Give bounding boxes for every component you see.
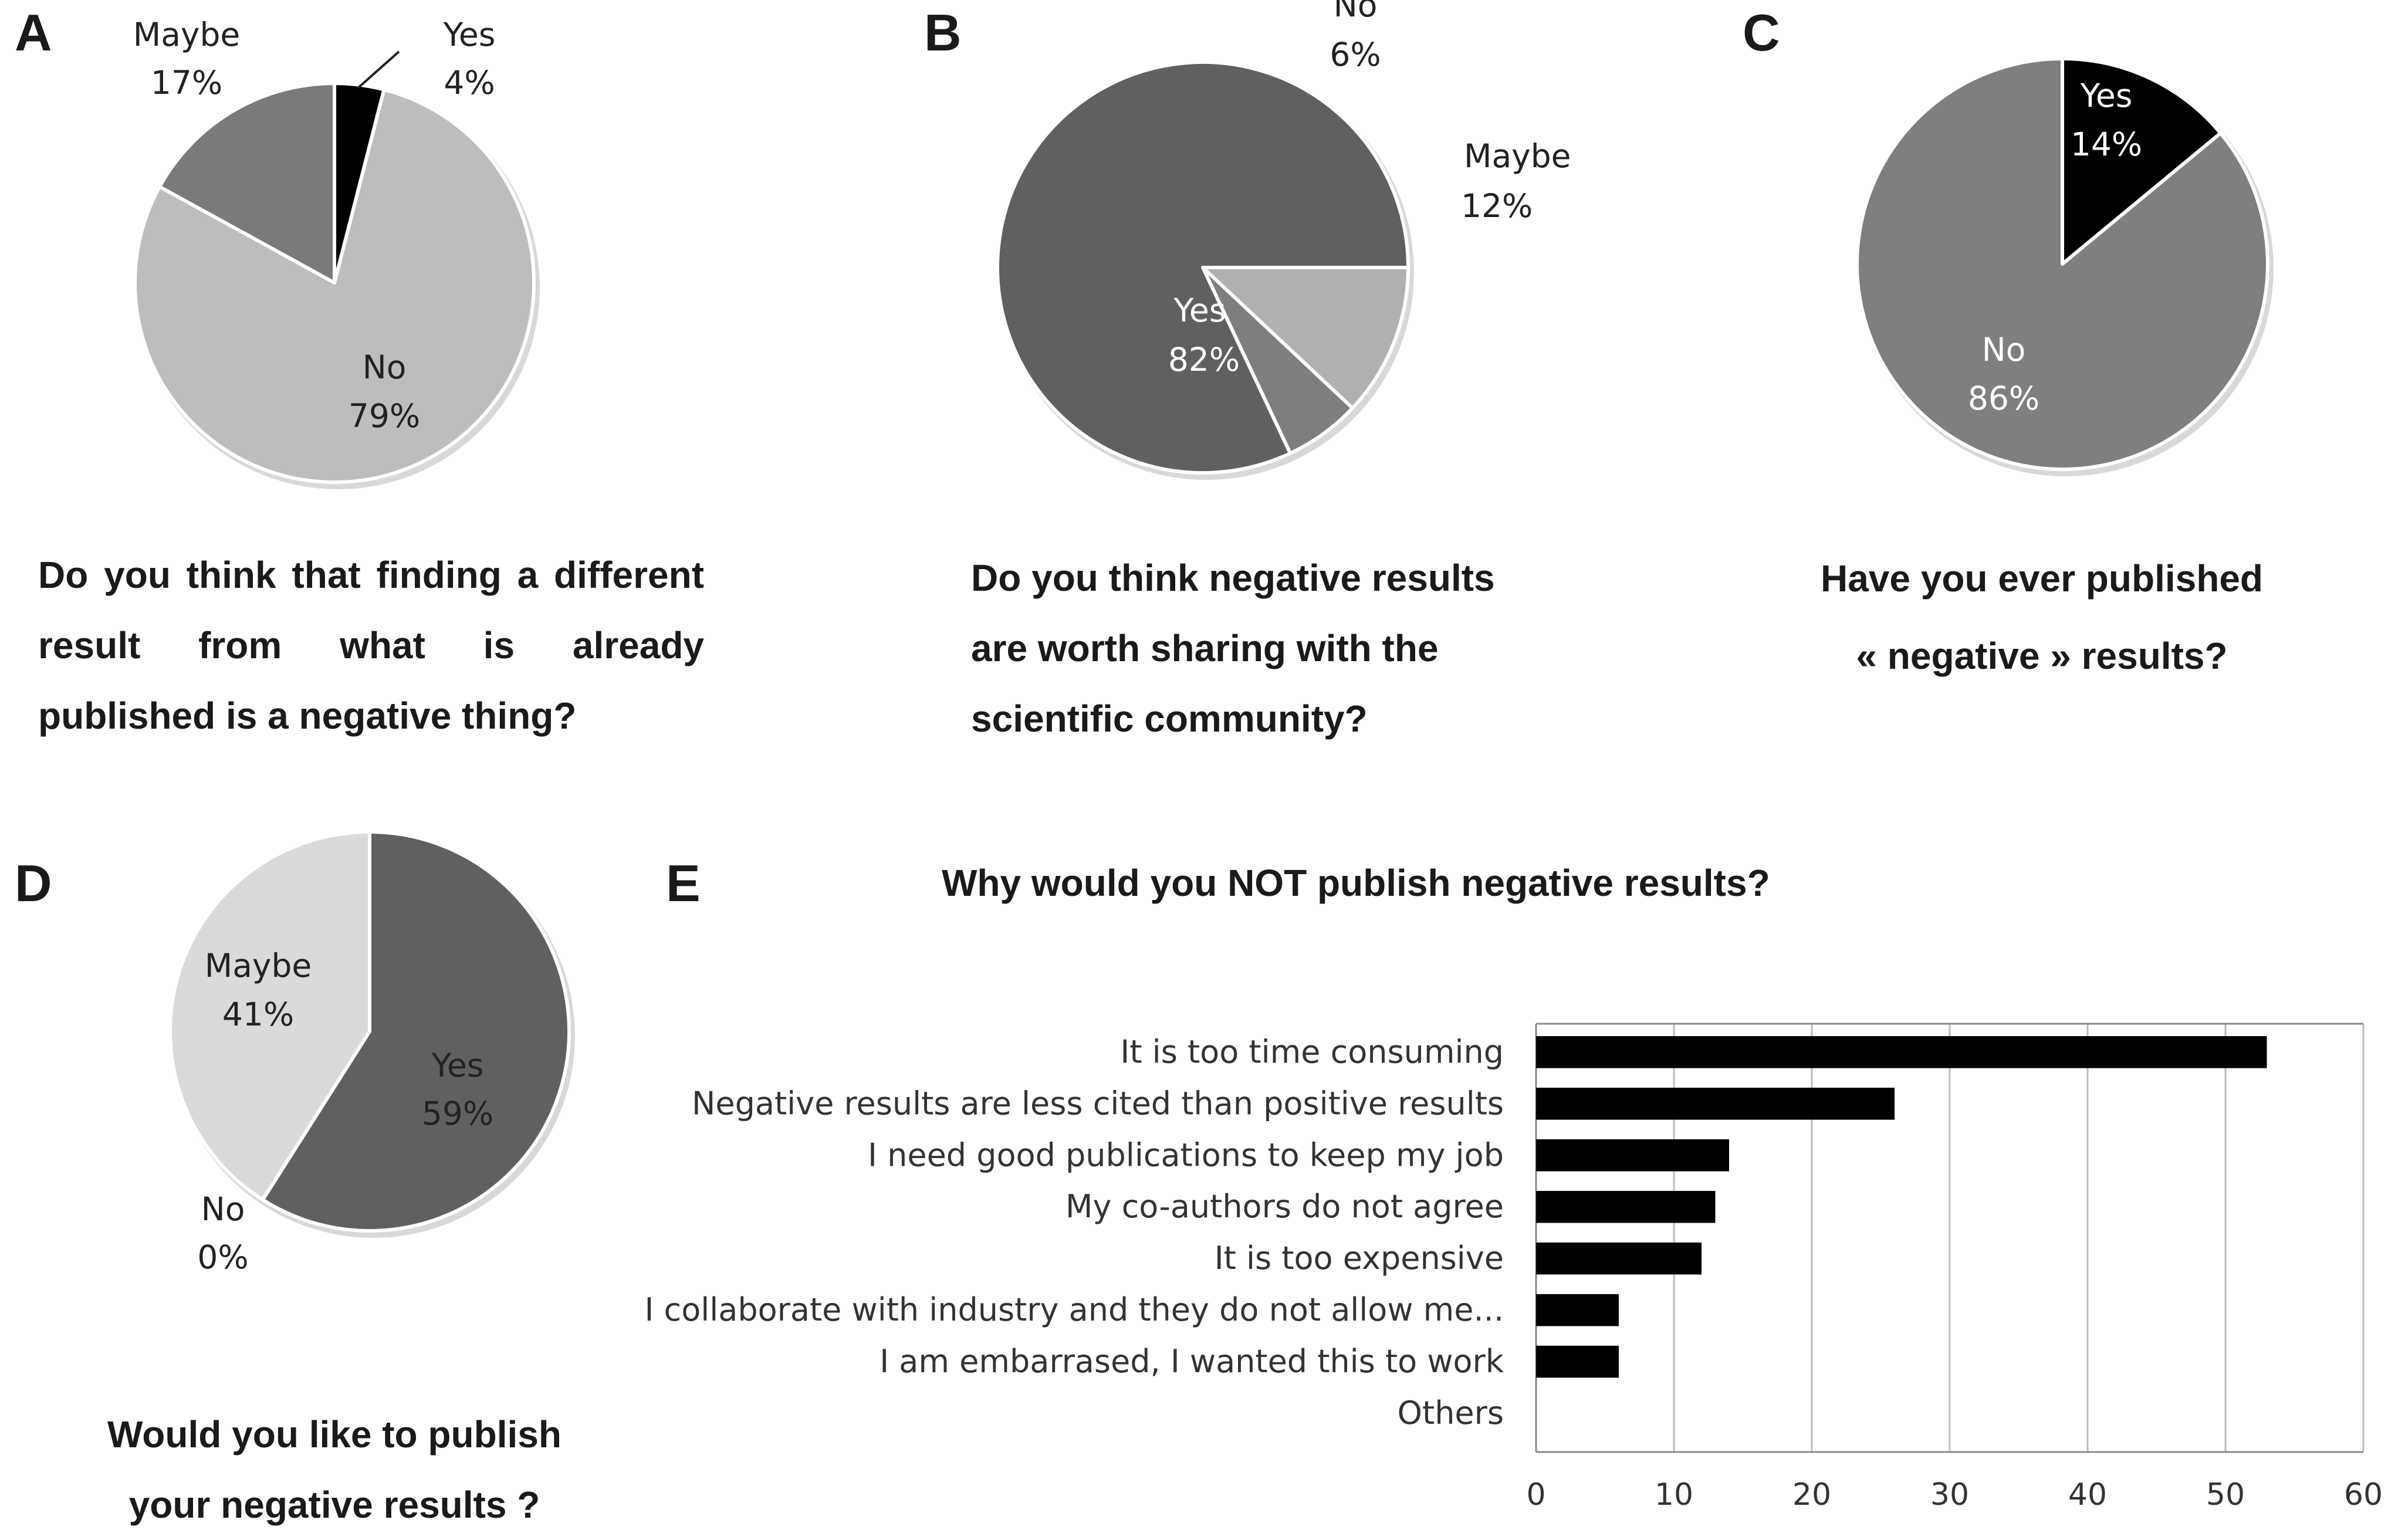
pie-value-yes: 82% <box>1168 341 1240 378</box>
pie-slice-no <box>1855 57 2269 471</box>
chart-e-title: Why would you NOT publish negative resul… <box>942 862 1770 904</box>
bar-2 <box>1536 1088 1895 1120</box>
question-a-line-3: published is a negative thing? <box>38 695 577 737</box>
bar-3 <box>1536 1139 1729 1172</box>
pie-label-yes: Yes <box>443 16 496 53</box>
pie-chart-b: Maybe 12% No 6% Yes 82% <box>996 0 1571 480</box>
pie-value-yes: 4% <box>444 64 495 101</box>
panel-letter-d: D <box>15 854 52 912</box>
x-tick-label-10: 10 <box>1655 1477 1693 1512</box>
question-c-line-1: Have you ever published <box>1820 557 2264 600</box>
pie-slice-maybe <box>168 830 371 1202</box>
question-a: Do you think that finding a different re… <box>38 540 704 751</box>
question-a-line-2: result from what is already <box>38 624 704 666</box>
bar-category-label-3: I need good publications to keep my job <box>868 1136 1504 1173</box>
bar-7 <box>1536 1345 1619 1378</box>
x-tick-label-60: 60 <box>2344 1477 2383 1512</box>
pie-value-no: 0% <box>197 1238 248 1276</box>
bar-category-label-6: I collaborate with industry and they do … <box>644 1291 1504 1328</box>
pie-chart-a: Yes 4% No 79% Maybe 17% <box>133 16 540 489</box>
question-a-line-1: Do you think that finding a different <box>38 554 704 596</box>
pie-label-yes: Yes <box>1173 292 1226 329</box>
pie-slice-yes <box>2061 57 2223 266</box>
x-tick-label-50: 50 <box>2206 1477 2245 1512</box>
pie-label-yes: Yes <box>431 1047 484 1084</box>
bar-6 <box>1536 1294 1619 1326</box>
pie-value-maybe: 41% <box>222 996 294 1033</box>
pie-slice-maybe <box>158 82 336 285</box>
pie-chart-c: Yes 14% No 86% <box>1855 57 2274 476</box>
bar-category-label-8: Others <box>1398 1395 1504 1431</box>
bar-1 <box>1536 1036 2267 1068</box>
pie-value-yes: 59% <box>422 1095 493 1132</box>
question-b: Do you think negative results are worth … <box>971 543 1558 754</box>
pie-value-yes: 14% <box>2071 126 2142 163</box>
question-c: Have you ever published « negative » res… <box>1737 540 2347 695</box>
x-tick-label-20: 20 <box>1792 1477 1831 1512</box>
bar-5 <box>1536 1242 1702 1275</box>
panel-letter-a: A <box>15 4 52 62</box>
bar-chart-e: 0 10 20 30 40 50 60 It is too time consuming Neg… <box>644 1023 2383 1512</box>
pie-slice-maybe <box>1201 266 1410 410</box>
question-d-line-2: your negative results ? <box>128 1484 540 1526</box>
panel-letter-e: E <box>666 854 701 912</box>
panel-letter-c: C <box>1743 4 1780 62</box>
question-b-line-2: are worth sharing with the <box>971 627 1439 669</box>
pie-label-no: No <box>201 1190 245 1228</box>
pie-leader-line <box>357 50 400 89</box>
pie-chart-d: Yes 59% No 0% Maybe 41% <box>168 830 575 1276</box>
pie-label-no: No <box>1334 0 1378 24</box>
pie-value-no: 6% <box>1330 36 1381 73</box>
x-tick-label-30: 30 <box>1930 1477 1969 1512</box>
pie-slice-yes <box>261 830 571 1233</box>
pie-label-yes: Yes <box>2080 77 2133 114</box>
x-tick-label-40: 40 <box>2068 1477 2107 1512</box>
pie-value-no: 79% <box>349 397 420 435</box>
bar-category-label-2: Negative results are less cited than pos… <box>692 1085 1504 1122</box>
question-c-line-2: « negative » results? <box>1856 635 2228 677</box>
panel-letter-b: B <box>924 4 962 62</box>
bar-category-label-4: My co-authors do not agree <box>1066 1188 1504 1225</box>
pie-label-no: No <box>1982 331 2026 368</box>
pie-label-no: No <box>363 348 407 386</box>
x-tick-label-0: 0 <box>1526 1477 1545 1512</box>
pie-slice-no <box>133 87 536 484</box>
question-d-line-1: Would you like to publish <box>107 1413 562 1456</box>
question-d: Would you like to publish your negative … <box>65 1399 604 1540</box>
pie-value-no: 86% <box>1968 380 2039 417</box>
pie-value-maybe: 12% <box>1461 187 1533 225</box>
bar-4 <box>1536 1190 1716 1223</box>
question-b-line-3: scientific community? <box>971 698 1368 740</box>
pie-label-maybe: Maybe <box>205 947 312 984</box>
pie-label-maybe: Maybe <box>133 16 240 53</box>
bar-category-label-7: I am embarrased, I wanted this to work <box>880 1343 1504 1380</box>
bar-category-label-1: It is too time consuming <box>1120 1033 1504 1070</box>
pie-slice-yes <box>996 60 1410 475</box>
question-b-line-1: Do you think negative results <box>971 557 1495 599</box>
pie-label-maybe: Maybe <box>1464 137 1571 175</box>
pie-value-maybe: 17% <box>151 64 222 101</box>
bar-category-label-5: It is too expensive <box>1215 1240 1504 1277</box>
